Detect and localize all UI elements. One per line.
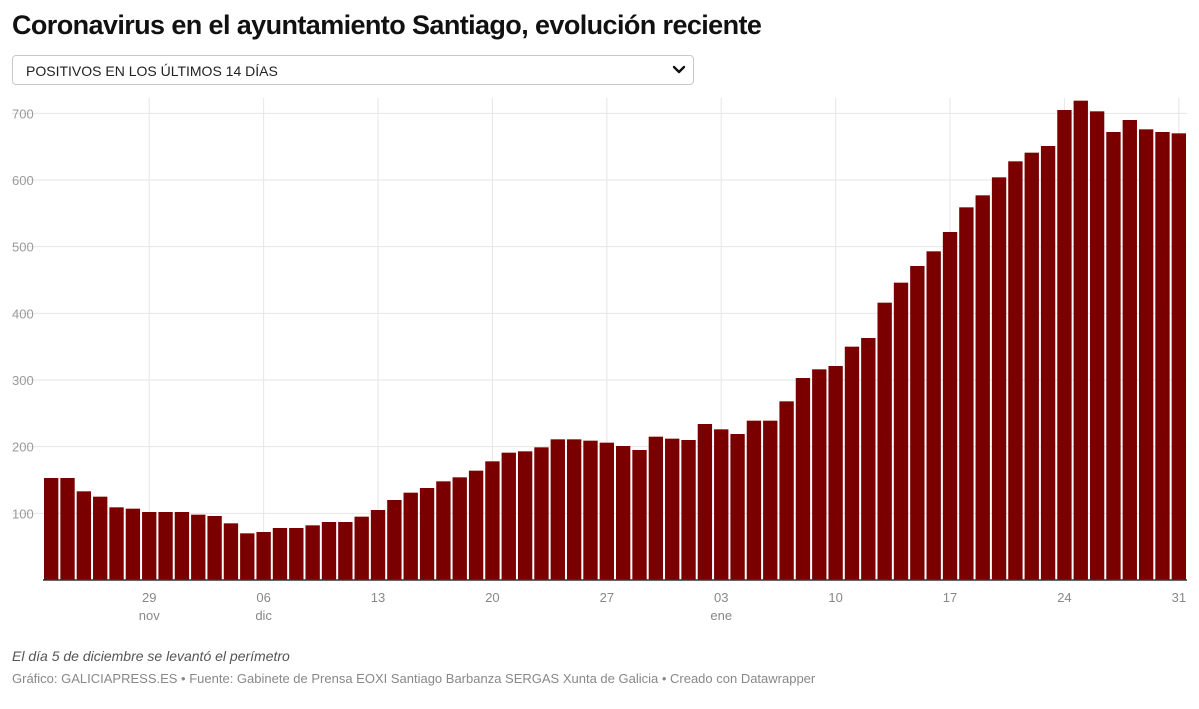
- y-tick-label: 400: [12, 306, 34, 321]
- x-tick-sublabel: ene: [710, 608, 732, 623]
- metric-select[interactable]: POSITIVOS EN LOS ÚLTIMOS 14 DÍAS: [12, 55, 694, 85]
- bar: [714, 429, 729, 580]
- bar: [272, 528, 288, 580]
- bar: [485, 461, 500, 580]
- chart-title: Coronavirus en el ayuntamiento Santiago,…: [12, 10, 762, 40]
- bar: [338, 522, 353, 580]
- bar: [566, 439, 582, 580]
- bar: [93, 496, 108, 580]
- bar: [142, 512, 157, 580]
- bar: [550, 439, 565, 580]
- bar: [959, 207, 974, 580]
- x-tick-label: 17: [943, 590, 957, 605]
- bar: [60, 478, 75, 580]
- bar-chart: 100 200 300 400 500 600 700 29 nov 06 dic 13 20 27 03 e…: [12, 98, 1187, 623]
- bar: [240, 533, 255, 580]
- bar: [844, 346, 860, 580]
- chart-annotation: El día 5 de diciembre se levantó el perí…: [12, 648, 290, 664]
- bar: [648, 436, 664, 580]
- bar: [697, 424, 713, 580]
- bar: [1122, 120, 1137, 580]
- bar: [191, 514, 206, 580]
- bar: [321, 522, 337, 580]
- bar: [1106, 132, 1121, 580]
- bar: [1057, 110, 1072, 580]
- bar: [1073, 100, 1088, 581]
- bar: [812, 369, 827, 580]
- bar: [746, 420, 762, 580]
- bar: [125, 508, 141, 580]
- bar: [681, 440, 696, 580]
- x-tick-label: 29: [142, 590, 156, 605]
- metric-select-label: POSITIVOS EN LOS ÚLTIMOS 14 DÍAS: [26, 63, 278, 79]
- bar: [893, 282, 909, 580]
- bar: [354, 516, 369, 580]
- x-tick-label: 20: [485, 590, 499, 605]
- bar: [616, 446, 631, 580]
- bar: [910, 266, 925, 580]
- bar: [370, 510, 386, 580]
- bar: [1008, 161, 1023, 580]
- bar: [419, 488, 435, 580]
- bar: [795, 378, 811, 580]
- bar: [1089, 111, 1105, 580]
- bar: [76, 491, 92, 580]
- bar: [942, 232, 958, 580]
- y-tick-label: 100: [12, 506, 34, 521]
- chart-credits: Gráfico: GALICIAPRESS.ES • Fuente: Gabin…: [12, 671, 816, 686]
- bar: [975, 195, 990, 580]
- bar: [44, 478, 59, 580]
- bar: [174, 512, 190, 580]
- bar: [583, 440, 598, 580]
- x-tick-label: 06: [256, 590, 270, 605]
- bar: [468, 470, 484, 580]
- y-tick-label: 700: [12, 106, 34, 121]
- bar: [1138, 129, 1154, 581]
- x-tick-label: 03: [714, 590, 728, 605]
- y-tick-label: 600: [12, 173, 34, 188]
- bar: [1171, 133, 1186, 581]
- bar: [861, 338, 876, 580]
- y-tick-label: 300: [12, 373, 34, 388]
- bar: [632, 450, 647, 580]
- bar: [517, 451, 533, 580]
- bar: [501, 452, 516, 580]
- bar: [926, 251, 941, 581]
- bar: [763, 420, 778, 580]
- bar: [452, 477, 467, 580]
- bar: [158, 512, 173, 580]
- bar: [289, 528, 304, 580]
- bar: [730, 434, 745, 580]
- x-tick-sublabel: dic: [255, 608, 272, 623]
- bar: [256, 532, 271, 580]
- bar: [403, 492, 418, 580]
- x-tick-label: 24: [1057, 590, 1071, 605]
- bar: [877, 302, 892, 580]
- bar: [109, 507, 124, 580]
- x-tick-label: 10: [828, 590, 842, 605]
- x-tick-sublabel: nov: [139, 608, 160, 623]
- bar: [1155, 132, 1170, 580]
- bar: [436, 481, 451, 580]
- x-tick-label: 27: [600, 590, 614, 605]
- bar: [387, 500, 402, 580]
- y-tick-label: 200: [12, 440, 34, 455]
- y-tick-label: 500: [12, 240, 34, 255]
- x-tick-label: 31: [1172, 590, 1186, 605]
- bar: [1040, 146, 1056, 580]
- chevron-down-icon: [672, 65, 686, 74]
- bar: [534, 447, 549, 580]
- bar: [828, 366, 843, 580]
- bar: [1024, 152, 1039, 580]
- bar: [991, 177, 1007, 580]
- bar: [599, 442, 614, 580]
- bar: [207, 516, 222, 580]
- bar: [779, 401, 794, 580]
- bar: [223, 523, 239, 580]
- bar: [665, 438, 680, 580]
- bar: [305, 525, 320, 580]
- x-tick-label: 13: [371, 590, 385, 605]
